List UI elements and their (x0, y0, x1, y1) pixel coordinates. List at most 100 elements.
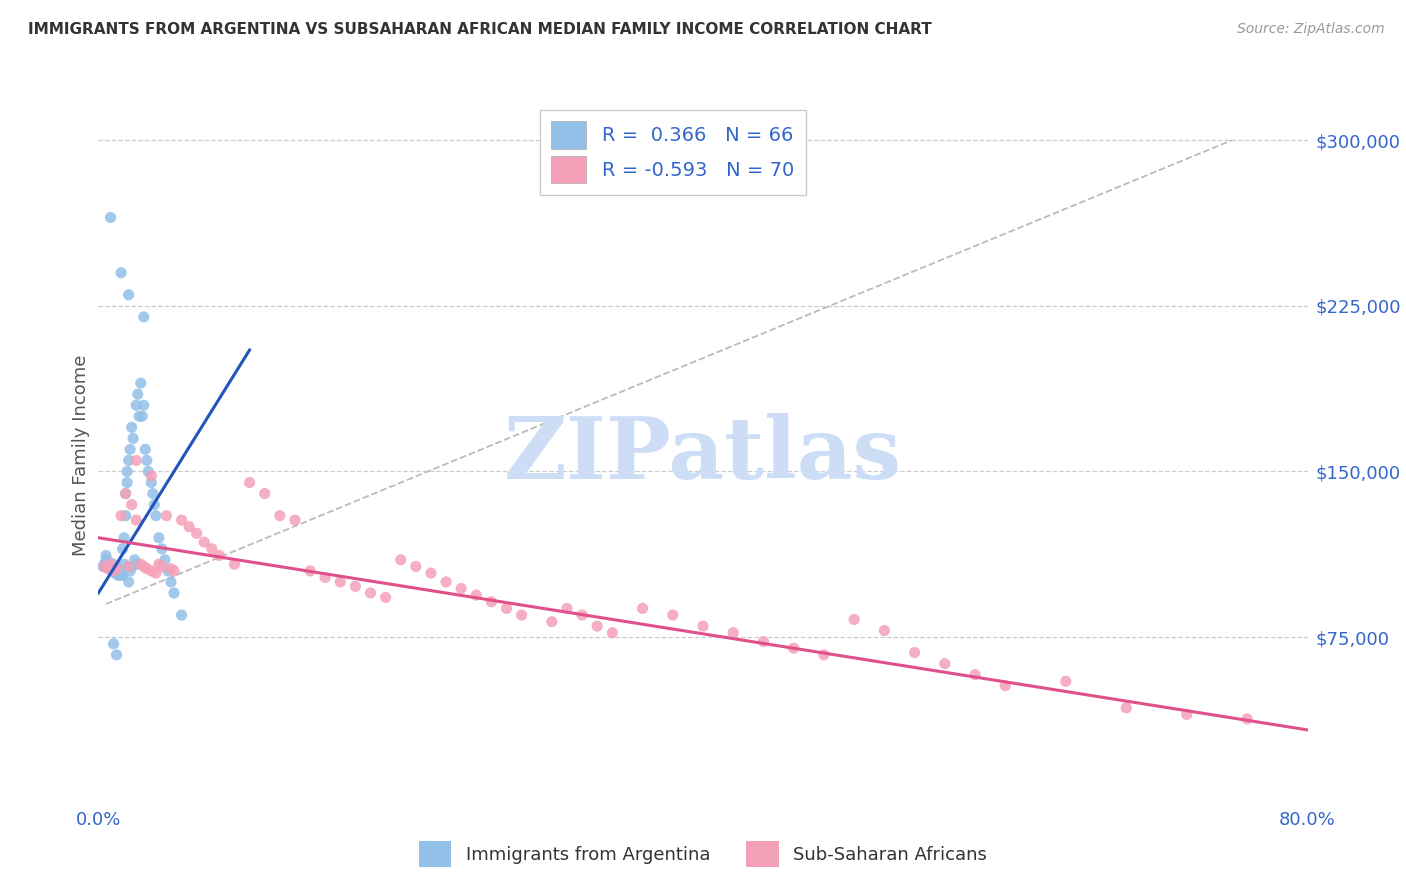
Point (120, 564, 142, 578)
Point (110, 266, 132, 280)
Point (112, 558, 135, 572)
Point (105, 564, 128, 578)
Point (132, 559, 155, 574)
Point (510, 608, 533, 623)
Point (540, 615, 562, 629)
Point (118, 574, 141, 589)
Point (108, 564, 131, 578)
Point (115, 465, 138, 479)
Point (163, 564, 186, 578)
Point (224, 558, 246, 572)
Point (434, 574, 457, 589)
Point (873, 624, 896, 638)
Point (148, 531, 170, 545)
Point (160, 562, 183, 576)
Point (100, 558, 122, 572)
Point (125, 558, 148, 572)
Point (134, 442, 156, 457)
Point (111, 568, 134, 582)
Point (103, 558, 125, 572)
Point (314, 570, 336, 584)
Point (132, 310, 155, 324)
Point (93, 559, 115, 574)
Point (105, 562, 128, 576)
Point (111, 541, 134, 556)
Point (163, 586, 186, 600)
Point (965, 667, 987, 681)
Point (150, 559, 173, 574)
Point (107, 568, 129, 582)
Text: Source: ZipAtlas.com: Source: ZipAtlas.com (1237, 22, 1385, 37)
Point (100, 558, 122, 572)
Point (723, 625, 745, 640)
Y-axis label: Median Family Income: Median Family Income (72, 354, 90, 556)
Point (208, 549, 231, 563)
Point (105, 648, 128, 662)
Point (115, 475, 138, 490)
Point (94, 553, 117, 567)
Point (103, 564, 125, 578)
Point (96, 558, 118, 572)
Point (100, 211, 122, 225)
Point (103, 637, 125, 651)
Point (118, 287, 141, 301)
Point (125, 513, 148, 527)
Point (104, 564, 127, 578)
Point (844, 612, 866, 626)
Point (118, 559, 141, 574)
Point (405, 559, 427, 574)
Text: IMMIGRANTS FROM ARGENTINA VS SUBSAHARAN AFRICAN MEDIAN FAMILY INCOME CORRELATION: IMMIGRANTS FROM ARGENTINA VS SUBSAHARAN … (28, 22, 932, 37)
Text: ZIPatlas: ZIPatlas (503, 413, 903, 497)
Point (344, 579, 367, 593)
Point (555, 601, 578, 615)
Point (239, 475, 262, 490)
Point (118, 453, 141, 467)
Point (128, 409, 150, 424)
Point (752, 634, 775, 648)
Point (114, 486, 136, 500)
Point (110, 568, 132, 582)
Point (170, 513, 193, 527)
Point (141, 564, 163, 578)
Point (121, 498, 143, 512)
Point (124, 553, 146, 567)
Point (121, 559, 143, 574)
Point (148, 558, 170, 572)
Point (93, 558, 115, 572)
Point (934, 657, 956, 671)
Point (156, 564, 179, 578)
Point (125, 453, 148, 467)
Point (129, 558, 152, 572)
Point (94, 549, 117, 563)
Point (98, 559, 121, 574)
Point (143, 498, 166, 512)
Point (132, 398, 155, 412)
Point (96, 562, 118, 576)
Point (201, 541, 224, 556)
Point (135, 562, 157, 576)
Point (100, 562, 122, 576)
Point (110, 566, 132, 580)
Point (131, 409, 153, 424)
Point (108, 566, 131, 580)
Point (135, 453, 157, 467)
Point (481, 595, 503, 609)
Point (150, 541, 173, 556)
Point (142, 486, 165, 500)
Point (662, 608, 685, 623)
Point (136, 465, 159, 479)
Point (122, 431, 145, 445)
Point (1236, 712, 1258, 726)
Point (813, 648, 835, 662)
Point (602, 625, 624, 640)
Point (465, 588, 488, 602)
Point (1054, 674, 1077, 689)
Point (193, 535, 215, 549)
Point (170, 608, 193, 623)
Point (145, 566, 167, 580)
Point (110, 508, 132, 523)
Point (121, 420, 143, 434)
Point (179, 519, 201, 533)
Point (129, 376, 152, 391)
Point (374, 591, 396, 605)
